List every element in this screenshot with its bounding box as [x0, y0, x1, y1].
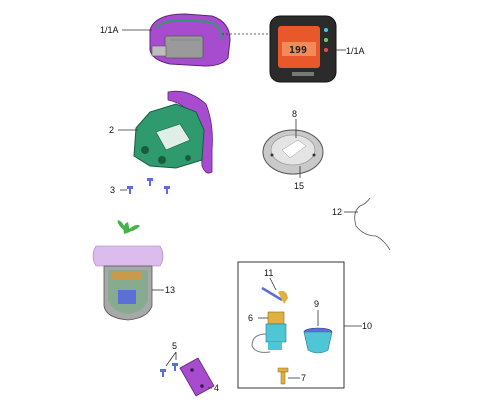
callout-3: 3 [110, 185, 115, 195]
fastener-pair [160, 363, 178, 377]
callout-15: 15 [294, 181, 304, 191]
screw [147, 178, 153, 186]
callout-5: 5 [172, 341, 177, 351]
instrument-housing [149, 13, 231, 67]
callout-7: 7 [301, 373, 306, 383]
fastener [160, 369, 166, 377]
instrument-cluster-display: 199 [269, 15, 337, 83]
callout-6: 6 [248, 313, 253, 323]
screw [127, 186, 133, 194]
callout-11: 11 [264, 268, 273, 278]
round-cover-plate [262, 129, 324, 175]
callout-12: 12 [332, 207, 342, 217]
sensor-kit-frame [237, 261, 345, 389]
bolt [277, 367, 289, 385]
callout-9: 9 [314, 299, 319, 309]
callout-8: 8 [292, 109, 297, 119]
wiring-cable [354, 197, 391, 251]
sensor-cup [303, 327, 333, 354]
mounting-bracket [133, 90, 213, 174]
fastener [172, 363, 178, 371]
callout-2: 2 [109, 125, 114, 135]
mounting-strip [179, 357, 215, 397]
callout-10: 10 [362, 321, 372, 331]
callout-1-1a-top: 1/1A [100, 25, 119, 35]
screw [164, 186, 170, 194]
sensor-key [261, 286, 288, 304]
sensor-body [251, 311, 287, 353]
callout-4: 4 [214, 383, 219, 393]
callout-13: 13 [165, 285, 175, 295]
screw-set [127, 178, 170, 194]
callout-1-1a-right: 1/1A [346, 46, 365, 56]
leader-line [269, 277, 277, 291]
leader-line [165, 351, 177, 367]
lamp-assembly [92, 220, 164, 321]
lcd-readout: 199 [289, 45, 307, 56]
